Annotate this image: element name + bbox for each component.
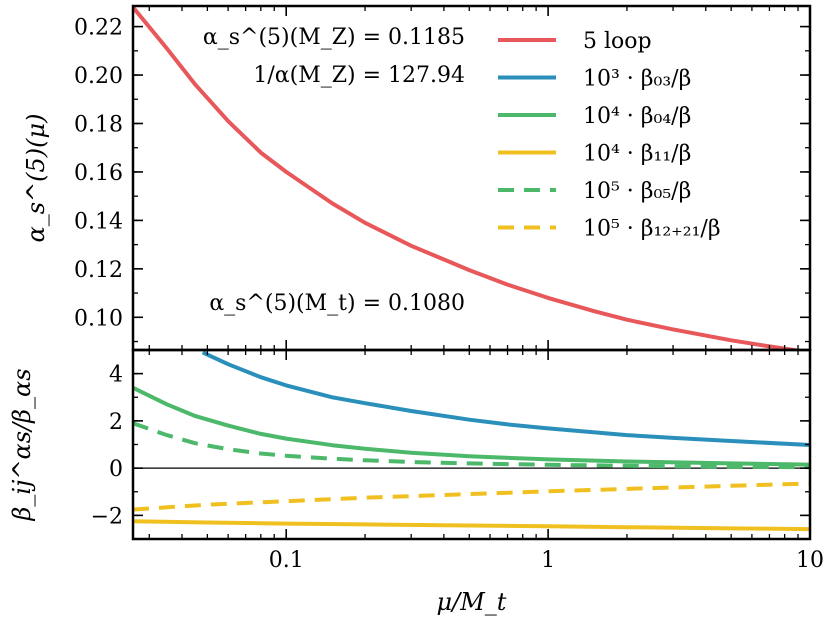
- bottom-y-axis-label: β_ij^αs/β_αs: [8, 368, 36, 521]
- legend-label-2: 10⁴ · β₀₄/β: [583, 104, 691, 129]
- top-ytick-label-5: 0.20: [74, 64, 123, 89]
- top-y-axis-label: α_s^(5)(μ): [22, 114, 50, 243]
- legend-label-3: 10⁴ · β₁₁/β: [583, 142, 691, 167]
- series-layer: [133, 6, 810, 532]
- bottom-panel-frame: [131, 348, 812, 541]
- series-line-top-0: [133, 6, 808, 350]
- text-layer: 0.10 0.12 0.14 0.16 0.18 0.20 0.22 −2 0 2 4 0.1 1 10 μ…: [8, 16, 824, 616]
- annotation-inv-alpha-mz: 1/α(M_Z) = 127.94: [253, 63, 465, 88]
- annotation-alphas-mt: α_s^(5)(M_t) = 0.1080: [209, 291, 465, 316]
- x-axis-label: μ/M_t: [437, 588, 507, 616]
- annotation-alphas-mz: α_s^(5)(M_Z) = 0.1185: [203, 25, 465, 50]
- bottom-ytick-label-1: 0: [109, 457, 123, 482]
- ticks-layer: [133, 6, 811, 540]
- legend-label-4: 10⁵ · β₀₅/β: [583, 179, 691, 204]
- series-line-bottom-2: [133, 519, 810, 532]
- legend-label-0: 5 loop: [583, 29, 652, 54]
- top-ytick-label-6: 0.22: [74, 16, 123, 41]
- bottom-ytick-label-3: 4: [109, 363, 123, 388]
- xtick-label-0: 0.1: [269, 548, 304, 573]
- top-ytick-label-2: 0.14: [74, 209, 123, 234]
- series-line-bottom-0: [201, 350, 810, 447]
- top-ytick-label-4: 0.18: [74, 112, 123, 137]
- series-line-bottom-3: [133, 421, 810, 470]
- top-ytick-label-0: 0.10: [74, 306, 123, 331]
- bottom-ytick-label-0: −2: [91, 504, 123, 529]
- legend-label-1: 10³ · β₀₃/β: [583, 67, 691, 92]
- xtick-label-1: 1: [541, 548, 555, 573]
- series-line-bottom-1: [133, 386, 810, 467]
- xtick-label-2: 10: [796, 548, 824, 573]
- bottom-ytick-label-2: 2: [109, 410, 123, 435]
- series-line-bottom-4: [133, 481, 810, 512]
- top-ytick-label-1: 0.12: [74, 258, 123, 283]
- top-ytick-label-3: 0.16: [74, 161, 123, 186]
- legend-label-5: 10⁵ · β₁₂₊₂₁/β: [583, 217, 721, 242]
